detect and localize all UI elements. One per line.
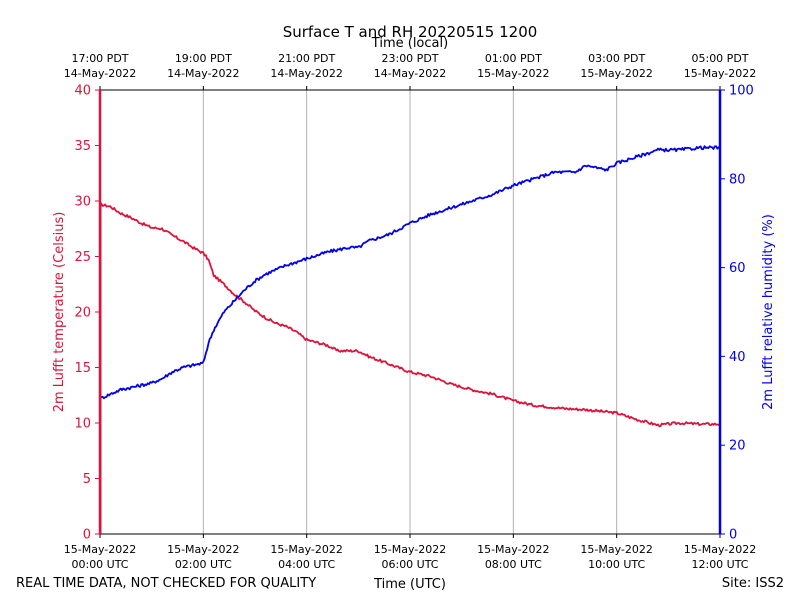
x-tick-time-3: 06:00 UTC: [381, 558, 438, 571]
right-axis-label: 2m Lufft relative humidity (%): [761, 214, 776, 410]
local-tick-time-6: 05:00 PDT: [691, 52, 748, 65]
y-left-tick-label-0: 0: [83, 528, 91, 543]
local-tick-date-3: 14-May-2022: [374, 67, 446, 80]
chart-title: Surface T and RH 20220515 1200: [283, 23, 538, 41]
local-tick-time-1: 19:00 PDT: [175, 52, 232, 65]
local-tick-time-3: 23:00 PDT: [381, 52, 438, 65]
y-left-tick-label-3: 15: [74, 361, 91, 376]
x-tick-time-6: 12:00 UTC: [691, 558, 748, 571]
local-tick-time-0: 17:00 PDT: [71, 52, 128, 65]
local-tick-date-1: 14-May-2022: [167, 67, 239, 80]
local-tick-time-5: 03:00 PDT: [588, 52, 645, 65]
y-left-tick-label-7: 35: [74, 139, 91, 154]
y-right-tick-label-2: 40: [729, 350, 746, 365]
quality-note: REAL TIME DATA, NOT CHECKED FOR QUALITY: [16, 576, 316, 591]
local-tick-date-0: 14-May-2022: [64, 67, 136, 80]
y-left-tick-label-1: 5: [83, 472, 91, 487]
x-tick-time-5: 10:00 UTC: [588, 558, 645, 571]
site-label: Site: ISS2: [722, 576, 784, 591]
x-tick-time-1: 02:00 UTC: [175, 558, 232, 571]
x-tick-date-3: 15-May-2022: [374, 543, 446, 556]
tick-layer: 15-May-2022 00:00 UTC 15-May-2022 02:00 UTC…: [64, 52, 756, 571]
local-tick-time-4: 01:00 PDT: [485, 52, 542, 65]
x-tick-date-5: 15-May-2022: [580, 543, 652, 556]
x-tick-date-2: 15-May-2022: [270, 543, 342, 556]
y-left-tick-label-8: 40: [74, 84, 91, 99]
bottom-axis-label: Time (UTC): [373, 577, 446, 592]
x-tick-date-0: 15-May-2022: [64, 543, 136, 556]
y-right-tick-label-0: 0: [729, 528, 737, 543]
y-left-tick-label-2: 10: [74, 417, 91, 432]
series-line-0: [99, 202, 721, 428]
grid-lines: [202, 90, 618, 534]
x-tick-time-2: 04:00 UTC: [278, 558, 335, 571]
x-tick-date-1: 15-May-2022: [167, 543, 239, 556]
x-tick-time-4: 08:00 UTC: [485, 558, 542, 571]
local-tick-date-5: 15-May-2022: [580, 67, 652, 80]
y-right-tick-label-3: 60: [729, 261, 746, 276]
y-right-tick-label-4: 80: [729, 172, 746, 187]
y-right-tick-label-5: 100: [729, 84, 754, 99]
local-tick-time-2: 21:00 PDT: [278, 52, 335, 65]
local-tick-date-4: 15-May-2022: [477, 67, 549, 80]
x-tick-date-4: 15-May-2022: [477, 543, 549, 556]
top-axis-label: Time (local): [371, 36, 448, 51]
x-tick-date-6: 15-May-2022: [684, 543, 756, 556]
y-right-tick-label-1: 20: [729, 439, 746, 454]
left-axis-label: 2m Lufft temperature (Celsius): [52, 212, 67, 413]
y-left-tick-label-4: 20: [74, 306, 91, 321]
series-line-1: [99, 145, 721, 401]
y-left-tick-label-5: 25: [74, 250, 91, 265]
x-tick-time-0: 00:00 UTC: [71, 558, 128, 571]
local-tick-date-6: 15-May-2022: [684, 67, 756, 80]
local-tick-date-2: 14-May-2022: [270, 67, 342, 80]
y-left-tick-label-6: 30: [74, 195, 91, 210]
